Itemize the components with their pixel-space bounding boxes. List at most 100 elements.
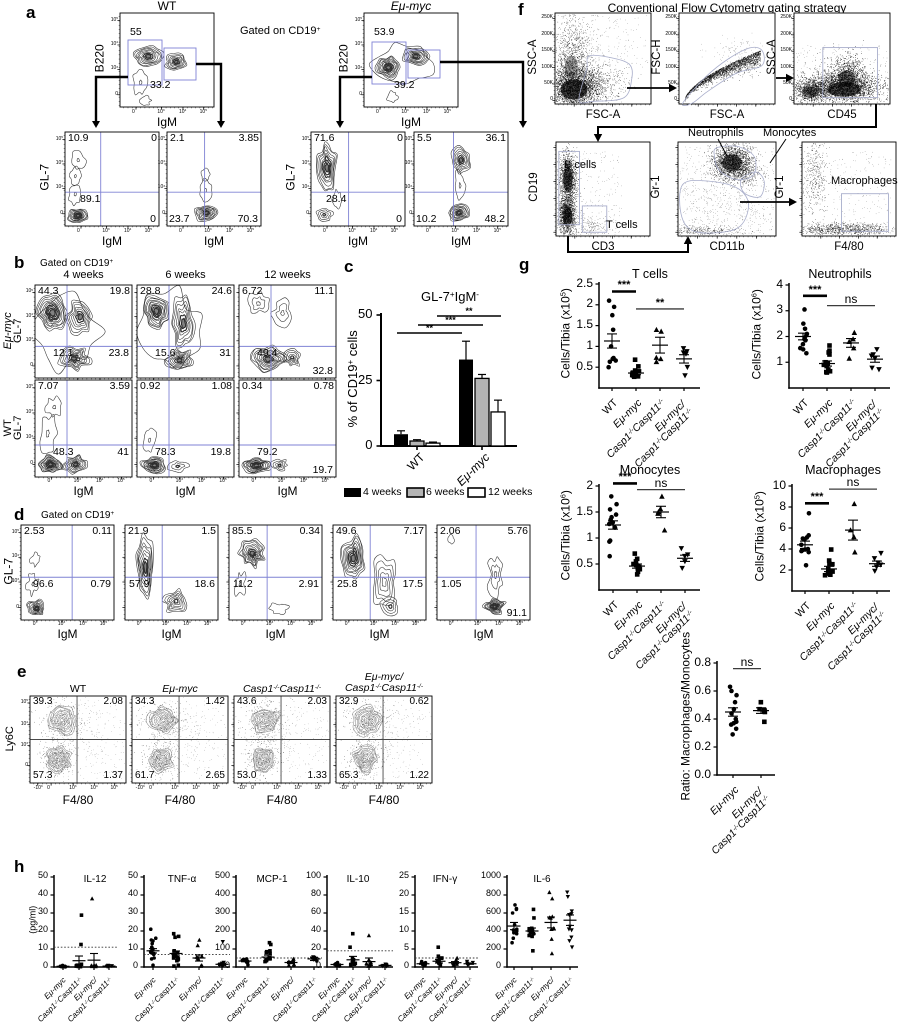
y-tick-label: 400: [485, 924, 501, 935]
superscript-text: -/-: [435, 976, 442, 984]
superscript-text: +: [449, 289, 455, 299]
x-category-label: Casp1-/-Casp11-/-: [605, 599, 666, 663]
x-category-label: Eμ-myc/Casp1-/-Casp11-/-: [633, 600, 694, 672]
superscript-text: 3: [360, 64, 362, 69]
quadrant-ur-value: 1.5: [201, 525, 216, 537]
x-tick-label: 0: [149, 785, 152, 791]
quadrant-lr-value: 19.8: [210, 445, 231, 458]
x-tick-label: -103: [339, 784, 349, 791]
legend-label: 12 weeks: [488, 485, 533, 498]
superscript-text: -/-: [52, 998, 60, 1006]
x-axis-label: F4/80: [164, 793, 196, 807]
x-tick-label: 103: [369, 620, 378, 627]
x-category-label: Eμ-myc/Casp1-/-Casp11-/-: [632, 398, 693, 470]
y-tick-label: 0: [789, 96, 792, 103]
x-category-label: WT: [600, 598, 621, 619]
superscript-text: 5: [396, 226, 398, 231]
superscript-text: 5: [320, 784, 322, 789]
x-tick-label: 105: [212, 784, 220, 791]
significance-label: ***: [810, 491, 824, 504]
x-tick-label: 0: [149, 478, 153, 484]
superscript-text: -/-: [416, 682, 424, 690]
superscript-text: 3: [63, 620, 66, 625]
y-axis-label: Gr-1: [649, 175, 662, 199]
quadrant-ll-value: 78.3: [155, 445, 176, 458]
x-category-label: WT: [599, 396, 620, 417]
panel-f-title: Conventional Flow Cytometry gating strat…: [607, 1, 847, 15]
y-tick-label: 50: [37, 870, 48, 881]
superscript-text: 3: [375, 620, 378, 625]
x-axis-label: IgM: [450, 234, 471, 248]
x-tick-label: 0: [353, 785, 356, 791]
y-tick-label: 60: [310, 906, 321, 917]
superscript-text: +: [110, 509, 115, 517]
y-tick-label: 50K: [544, 79, 553, 86]
superscript-text: 4: [95, 784, 98, 789]
y-tick-label: 0: [224, 960, 230, 971]
x-category-label: Eμ-myc: [611, 598, 645, 633]
quadrant-ul-value: 32.9: [339, 696, 359, 707]
plot-title: Casp1-/-Casp11-/-: [242, 683, 322, 695]
t-cells-label: T cells: [606, 219, 638, 231]
quadrant-ur-value: 7.17: [403, 525, 424, 537]
y-tick-label: 0: [403, 960, 409, 971]
quadrant-ur-value: 5.76: [507, 525, 528, 537]
x-axis-label: CD45: [827, 109, 857, 121]
superscript-text: -/-: [358, 998, 366, 1006]
superscript-text: 3: [209, 226, 212, 231]
superscript-text: 4: [292, 620, 295, 625]
monocytes-label: Monocytes: [763, 127, 817, 139]
superscript-text: 3: [244, 784, 247, 789]
x-tick-label: 103: [204, 226, 212, 234]
y-tick-label: 200: [485, 942, 501, 953]
y-tick-label: 2: [586, 296, 593, 311]
y-tick-label: 2: [779, 561, 786, 576]
superscript-text: 4: [203, 477, 206, 482]
superscript-text: 4: [84, 620, 87, 625]
y-tick-label: 104: [25, 408, 33, 415]
superscript-text: 4: [197, 784, 200, 789]
chart-title: IL-10: [346, 874, 370, 885]
x-tick-label: 0: [344, 621, 348, 627]
superscript-text: -/-: [626, 426, 636, 437]
superscript-text: -/-: [505, 998, 513, 1006]
x-tick-label: 103: [171, 784, 179, 791]
y-tick-label: 2: [776, 328, 783, 343]
quadrant-lr-value: 2.91: [298, 578, 319, 591]
quadrant-ll-value: 25.8: [337, 578, 358, 591]
superscript-text: 5: [307, 134, 309, 139]
x-category-label: Casp1-/-Casp11-/-: [224, 976, 271, 1024]
gated-on-cd19-label: Gated on CD19+: [41, 509, 115, 521]
x-tick-label: 104: [79, 620, 87, 627]
quadrant-lr-value: 0.79: [90, 578, 111, 591]
superscript-text: -/-: [760, 793, 770, 804]
superscript-text: +: [316, 25, 321, 33]
line-break: [873, 602, 881, 610]
quadrant-ur-value: 19.8: [109, 285, 130, 297]
y-tick-label: 250K: [780, 14, 792, 21]
superscript-text: 3: [271, 620, 274, 625]
panel-h-letter: h: [14, 857, 25, 876]
quadrant-ll-value: 65.3: [339, 770, 359, 781]
x-tick-label: 105: [203, 620, 212, 627]
y-tick-label: 0.5: [576, 555, 593, 570]
y-tick-label: 104: [110, 40, 118, 47]
x-axis-label: IgM: [265, 627, 286, 641]
x-category-label: Casp1-/-Casp11-/-: [35, 976, 82, 1024]
x-tick-label: 103: [451, 226, 459, 234]
superscript-text: 3: [479, 620, 482, 625]
quadrant-ur-value: 1.42: [205, 696, 225, 707]
y-tick-label: 0.2: [694, 738, 711, 753]
